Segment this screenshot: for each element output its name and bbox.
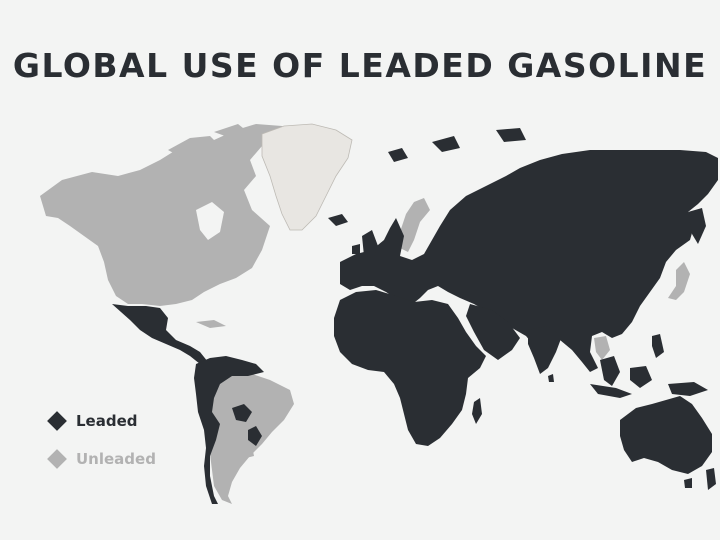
- region-sri-lanka: [548, 374, 554, 382]
- region-papua: [668, 382, 708, 396]
- region-cuba: [196, 320, 226, 328]
- region-tasmania: [684, 478, 692, 488]
- unleaded-swatch-icon: [47, 449, 67, 469]
- legend-label-leaded: Leaded: [76, 412, 138, 430]
- region-scandinavia: [400, 198, 430, 252]
- legend: Leaded Unleaded: [46, 410, 156, 486]
- legend-item-leaded: Leaded: [46, 410, 156, 432]
- region-africa: [334, 290, 486, 446]
- legend-label-unleaded: Unleaded: [76, 450, 156, 468]
- region-paraguay: [248, 426, 262, 446]
- region-arabia: [466, 304, 520, 360]
- region-philippines: [652, 334, 664, 358]
- region-iceland: [328, 214, 348, 226]
- region-borneo: [630, 366, 652, 388]
- region-eurasia: [340, 150, 718, 372]
- region-madagascar: [472, 398, 482, 424]
- region-svalbard: [388, 148, 408, 162]
- hudson-bay: [196, 202, 224, 240]
- leaded-swatch-icon: [47, 411, 67, 431]
- region-uruguay: [244, 446, 254, 458]
- region-arctic-islands: [168, 136, 220, 160]
- leaded-regions: [112, 128, 718, 504]
- region-new-zealand: [706, 468, 716, 490]
- region-ireland: [352, 244, 360, 254]
- region-bolivia: [232, 404, 252, 422]
- region-uk: [362, 230, 378, 258]
- region-north-america: [40, 124, 290, 306]
- region-kamchatka: [688, 208, 706, 244]
- region-arctic-russia: [496, 128, 526, 142]
- region-indonesia: [590, 384, 632, 398]
- region-thailand: [594, 336, 610, 360]
- legend-item-unleaded: Unleaded: [46, 448, 156, 470]
- region-mexico: [112, 304, 208, 364]
- region-greenland: [261, 123, 353, 231]
- region-japan: [668, 262, 690, 300]
- region-novaya-zemlya: [432, 136, 460, 152]
- region-australia: [620, 396, 712, 474]
- map-title: GLOBAL USE OF LEADED GASOLINE: [12, 46, 708, 85]
- region-se-asia: [600, 356, 620, 386]
- world-map: [40, 123, 718, 504]
- region-arctic-islands-2: [214, 124, 248, 140]
- region-india: [528, 326, 562, 374]
- region-south-america-north: [194, 356, 264, 504]
